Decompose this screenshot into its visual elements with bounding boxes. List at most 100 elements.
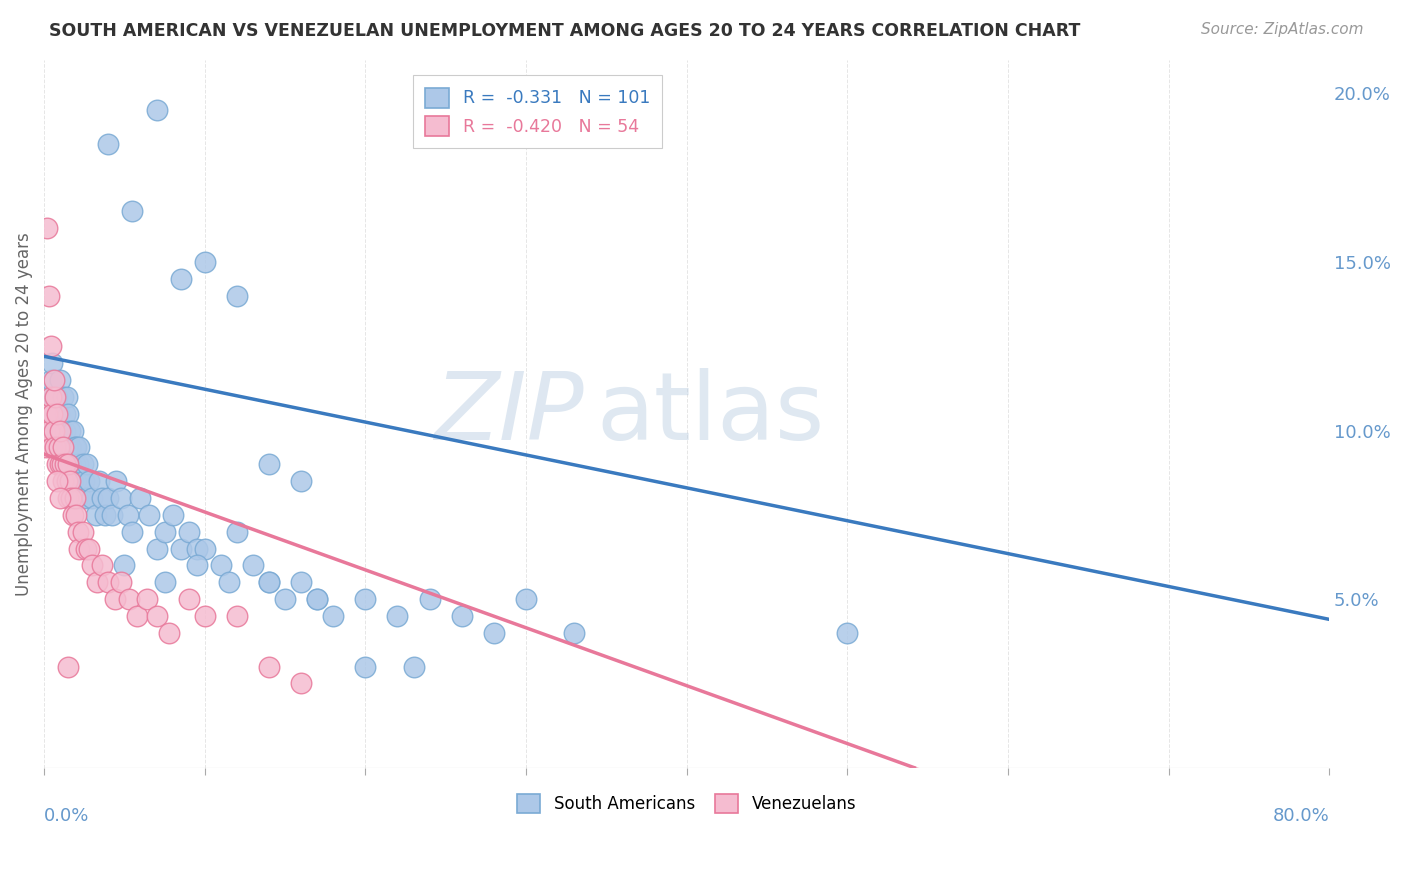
Point	[49, 424, 72, 438]
Point	[94, 508, 117, 522]
Point	[41, 407, 63, 421]
Point	[194, 541, 217, 556]
Point	[177, 524, 200, 539]
Point	[58, 457, 80, 471]
Y-axis label: Unemployment Among Ages 20 to 24 years: Unemployment Among Ages 20 to 24 years	[15, 232, 32, 596]
Point	[35, 441, 58, 455]
Point	[39, 390, 62, 404]
Point	[76, 457, 98, 471]
Point	[46, 474, 69, 488]
Point	[46, 390, 69, 404]
Point	[129, 491, 152, 505]
Point	[138, 508, 160, 522]
Point	[118, 592, 141, 607]
Point	[153, 575, 176, 590]
Point	[51, 457, 73, 471]
Point	[209, 558, 232, 573]
Point	[44, 407, 66, 421]
Point	[35, 390, 58, 404]
Point	[41, 356, 63, 370]
Point	[257, 575, 280, 590]
Point	[48, 441, 70, 455]
Point	[48, 407, 70, 421]
Point	[177, 592, 200, 607]
Point	[53, 457, 76, 471]
Point	[46, 424, 69, 438]
Point	[72, 524, 94, 539]
Point	[59, 441, 82, 455]
Point	[60, 491, 83, 505]
Point	[42, 424, 65, 438]
Point	[69, 441, 91, 455]
Point	[37, 221, 59, 235]
Point	[482, 625, 505, 640]
Point	[58, 491, 80, 505]
Point	[51, 424, 73, 438]
Text: atlas: atlas	[596, 368, 825, 459]
Point	[145, 609, 167, 624]
Text: 80.0%: 80.0%	[1272, 806, 1329, 824]
Point	[52, 474, 75, 488]
Point	[37, 407, 59, 421]
Point	[257, 659, 280, 673]
Point	[97, 491, 120, 505]
Point	[42, 390, 65, 404]
Point	[55, 390, 77, 404]
Point	[225, 524, 247, 539]
Point	[110, 491, 132, 505]
Point	[194, 255, 217, 269]
Point	[87, 474, 110, 488]
Point	[49, 373, 72, 387]
Point	[69, 541, 91, 556]
Point	[186, 558, 208, 573]
Point	[44, 441, 66, 455]
Point	[62, 424, 84, 438]
Point	[52, 441, 75, 455]
Point	[42, 424, 65, 438]
Point	[70, 491, 93, 505]
Point	[225, 288, 247, 302]
Point	[38, 424, 60, 438]
Point	[38, 424, 60, 438]
Point	[49, 491, 72, 505]
Point	[84, 508, 107, 522]
Point	[49, 424, 72, 438]
Point	[62, 474, 84, 488]
Point	[49, 457, 72, 471]
Point	[121, 204, 143, 219]
Point	[55, 441, 77, 455]
Point	[75, 541, 97, 556]
Point	[66, 524, 89, 539]
Point	[169, 272, 191, 286]
Point	[53, 457, 76, 471]
Point	[39, 373, 62, 387]
Point	[242, 558, 264, 573]
Point	[322, 609, 344, 624]
Point	[66, 457, 89, 471]
Point	[157, 625, 180, 640]
Point	[274, 592, 297, 607]
Point	[354, 592, 377, 607]
Point	[145, 541, 167, 556]
Point	[117, 508, 139, 522]
Point	[37, 407, 59, 421]
Point	[77, 474, 100, 488]
Text: SOUTH AMERICAN VS VENEZUELAN UNEMPLOYMENT AMONG AGES 20 TO 24 YEARS CORRELATION : SOUTH AMERICAN VS VENEZUELAN UNEMPLOYMEN…	[49, 22, 1081, 40]
Point	[52, 441, 75, 455]
Point	[387, 609, 409, 624]
Point	[63, 457, 86, 471]
Point	[72, 457, 94, 471]
Text: 0.0%: 0.0%	[44, 806, 90, 824]
Point	[91, 491, 114, 505]
Point	[44, 390, 66, 404]
Point	[65, 474, 87, 488]
Point	[52, 390, 75, 404]
Point	[58, 659, 80, 673]
Point	[62, 508, 84, 522]
Point	[169, 541, 191, 556]
Point	[53, 424, 76, 438]
Point	[86, 575, 108, 590]
Point	[77, 541, 100, 556]
Point	[837, 625, 859, 640]
Point	[290, 676, 312, 690]
